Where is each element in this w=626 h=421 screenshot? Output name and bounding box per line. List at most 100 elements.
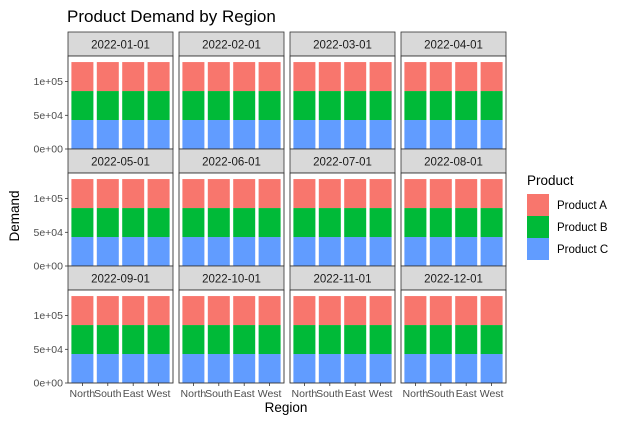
y-tick-label: 5e+04 (34, 344, 64, 356)
bar-segment (480, 354, 503, 383)
facet-panel: 2022-03-01 (289, 31, 396, 150)
legend: Product Product A Product B Product C (527, 173, 608, 260)
x-axis-title: Region (265, 400, 308, 415)
bar-segment (455, 120, 478, 149)
bar-segment (369, 62, 392, 92)
bar-segment (480, 237, 503, 266)
bar-segment (429, 179, 452, 209)
bar-segment (96, 325, 119, 355)
bar-segment (182, 325, 205, 355)
bar-segment (71, 91, 94, 121)
x-tick-label: East (345, 388, 366, 400)
x-tick-label: South (205, 388, 233, 400)
bar-segment (429, 237, 452, 266)
bar-segment (147, 354, 170, 383)
bar-segment (207, 237, 230, 266)
bar-segment (293, 237, 316, 266)
facet-panel: 2022-06-01 (178, 148, 285, 267)
legend-key (527, 194, 549, 216)
bar-segment (404, 325, 427, 355)
bar-segment (455, 208, 478, 238)
x-tick-label: North (403, 388, 429, 400)
bar-segment (71, 208, 94, 238)
chart-title: Product Demand by Region (67, 7, 276, 26)
bar-segment (293, 120, 316, 149)
bar-segment (455, 179, 478, 209)
bar-segment (96, 237, 119, 266)
bar-segment (318, 91, 341, 121)
facet-strip (178, 265, 285, 291)
bar-segment (369, 296, 392, 326)
bar-segment (429, 62, 452, 92)
facet-strip-label: 2022-01-01 (91, 40, 150, 52)
bar-segment (318, 354, 341, 383)
bar-segment (455, 325, 478, 355)
legend-key (527, 238, 549, 260)
bar-segment (258, 91, 281, 121)
bar-segment (147, 91, 170, 121)
bar-segment (404, 62, 427, 92)
bar-segment (147, 62, 170, 92)
facet-panel: 2022-08-01 (400, 148, 507, 267)
bar-segment (344, 296, 367, 326)
x-tick-label: North (70, 388, 96, 400)
bar-segment (344, 208, 367, 238)
bar-segment (233, 120, 256, 149)
bar-segment (207, 120, 230, 149)
panel-border (178, 289, 285, 384)
facet-panel: 2022-07-01 (289, 148, 396, 267)
bar-segment (233, 296, 256, 326)
bar-segment (369, 354, 392, 383)
bar-segment (369, 208, 392, 238)
bar-segment (96, 62, 119, 92)
bar-segment (480, 62, 503, 92)
bar-segment (96, 91, 119, 121)
panel-border (67, 289, 174, 384)
legend-label: Product B (557, 222, 608, 234)
bar-segment (480, 91, 503, 121)
bar-segment (182, 354, 205, 383)
facet-strip (289, 148, 396, 174)
panel-border (289, 289, 396, 384)
facet-strip-label: 2022-04-01 (424, 40, 483, 52)
bar-segment (147, 237, 170, 266)
x-tick-label: East (234, 388, 255, 400)
bar-segment (404, 179, 427, 209)
bar-segment (318, 120, 341, 149)
bar-segment (318, 179, 341, 209)
facet-strip-label: 2022-10-01 (202, 274, 261, 286)
bar-segment (71, 325, 94, 355)
bar-segment (258, 237, 281, 266)
bar-segment (455, 354, 478, 383)
bar-segment (122, 179, 145, 209)
bar-segment (71, 354, 94, 383)
bar-segment (293, 296, 316, 326)
bar-segment (404, 296, 427, 326)
x-tick-label: East (123, 388, 144, 400)
bar-segment (455, 296, 478, 326)
facet-strip-label: 2022-05-01 (91, 157, 150, 169)
bar-segment (147, 296, 170, 326)
bar-segment (404, 120, 427, 149)
facet-strip-label: 2022-08-01 (424, 157, 483, 169)
x-tick-label: North (292, 388, 318, 400)
bar-segment (71, 237, 94, 266)
bar-segment (429, 296, 452, 326)
bar-segment (344, 325, 367, 355)
bar-segment (404, 91, 427, 121)
y-tick-label: 1e+05 (34, 193, 64, 205)
bar-segment (429, 354, 452, 383)
bar-segment (182, 120, 205, 149)
y-axis-title: Demand (7, 190, 22, 241)
bar-segment (182, 179, 205, 209)
bar-segment (293, 325, 316, 355)
x-tick-label: West (480, 388, 504, 400)
bar-segment (182, 62, 205, 92)
bar-segment (344, 179, 367, 209)
bar-segment (293, 91, 316, 121)
bar-segment (344, 120, 367, 149)
bar-segment (429, 120, 452, 149)
facet-strip-label: 2022-07-01 (313, 157, 372, 169)
